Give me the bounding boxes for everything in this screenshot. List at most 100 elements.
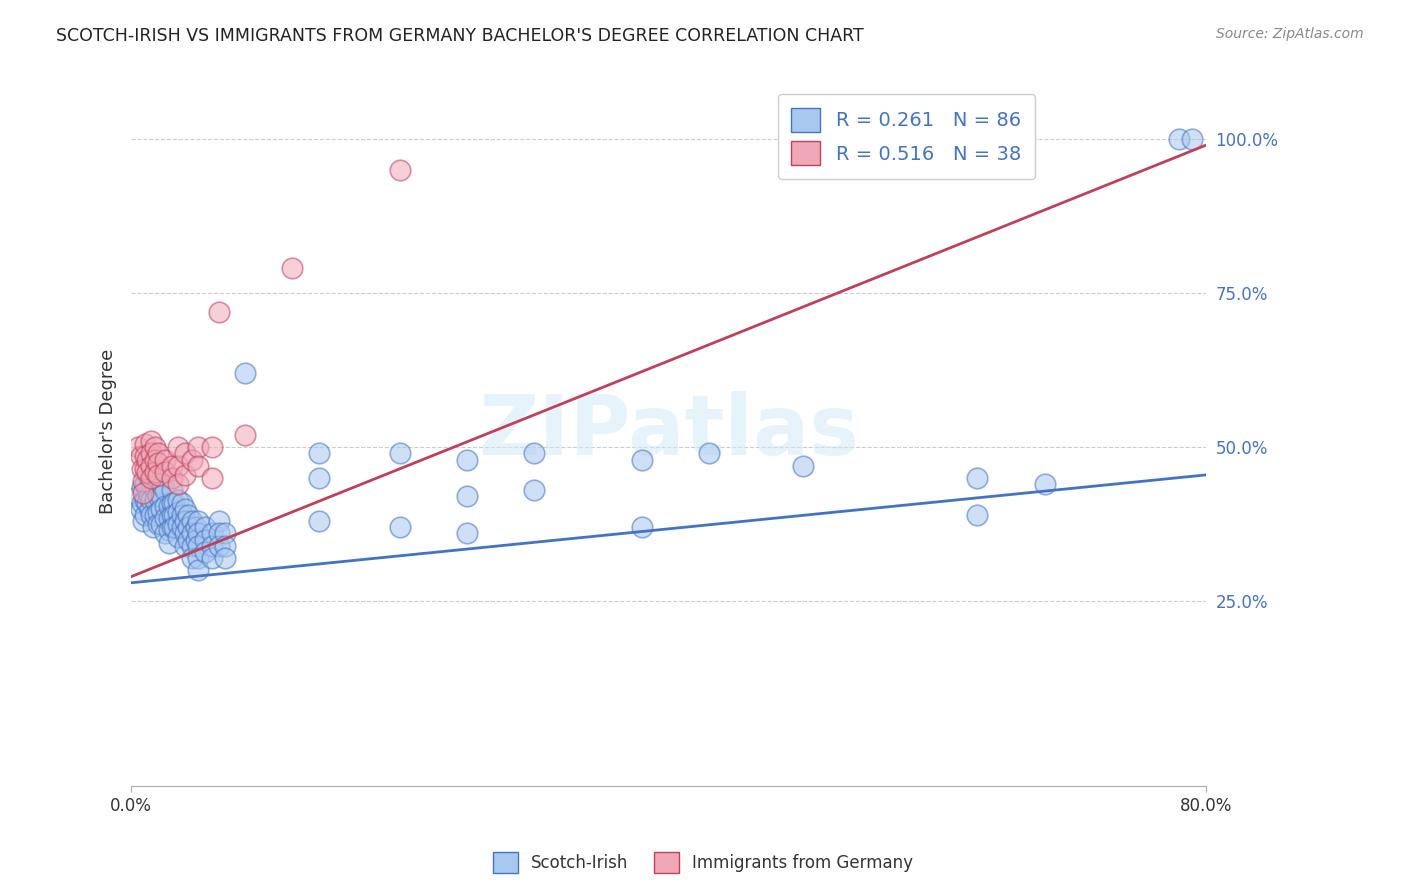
Point [132,486,155,500]
Point [174,467,197,482]
Point [145,452,167,467]
Point [146,446,169,460]
Point [456,490,478,504]
Point [160,508,183,522]
Point [176,508,198,522]
Point [388,446,411,460]
Point [187,526,209,541]
Point [145,483,167,498]
Point [167,492,190,507]
Point [141,471,163,485]
Point [207,304,229,318]
Point [187,458,209,473]
Point [180,452,202,467]
Point [127,440,149,454]
Point [134,477,156,491]
Point [141,477,163,491]
Point [792,458,814,473]
Point [201,471,224,485]
Point [146,477,169,491]
Point [132,474,155,488]
Point [136,496,159,510]
Point [187,564,209,578]
Point [160,496,183,510]
Point [207,514,229,528]
Point [201,539,224,553]
Point [194,545,217,559]
Point [160,483,183,498]
Point [153,483,176,498]
Point [138,471,160,485]
Point [142,520,165,534]
Point [141,458,163,473]
Point [167,477,190,491]
Point [149,517,172,532]
Point [214,551,236,566]
Point [160,458,183,473]
Point [281,261,304,276]
Point [153,465,176,479]
Point [174,446,197,460]
Point [146,505,169,519]
Point [523,483,546,498]
Point [174,526,197,541]
Point [131,462,153,476]
Point [1168,132,1191,146]
Point [153,526,176,541]
Point [630,520,652,534]
Point [201,440,224,454]
Point [174,514,197,528]
Point [134,462,156,476]
Point [792,132,814,146]
Point [167,505,190,519]
Point [145,465,167,479]
Point [163,520,186,534]
Point [966,508,988,522]
Point [153,452,176,467]
Point [131,496,153,510]
Point [172,508,194,522]
Point [180,539,202,553]
Point [523,446,546,460]
Point [388,162,411,177]
Point [180,551,202,566]
Point [134,437,156,451]
Point [207,526,229,541]
Point [149,477,172,491]
Point [167,440,190,454]
Point [184,520,207,534]
Point [214,539,236,553]
Point [138,490,160,504]
Point [163,508,186,522]
Point [966,471,988,485]
Point [146,467,169,482]
Point [127,490,149,504]
Point [207,539,229,553]
Point [146,490,169,504]
Y-axis label: Bachelor's Degree: Bachelor's Degree [100,349,117,515]
Point [136,452,159,467]
Point [194,533,217,547]
Point [187,539,209,553]
Point [131,480,153,494]
Point [176,520,198,534]
Point [160,520,183,534]
Point [145,440,167,454]
Point [1033,477,1056,491]
Point [141,508,163,522]
Point [235,366,257,380]
Point [146,456,169,470]
Point [174,539,197,553]
Point [129,450,152,464]
Point [129,501,152,516]
Point [145,508,167,522]
Point [176,533,198,547]
Point [146,517,169,532]
Point [132,514,155,528]
Legend: R = 0.261   N = 86, R = 0.516   N = 38: R = 0.261 N = 86, R = 0.516 N = 38 [778,95,1035,178]
Point [157,535,180,549]
Text: ZIPatlas: ZIPatlas [478,392,859,472]
Point [697,446,720,460]
Point [172,496,194,510]
Point [163,496,186,510]
